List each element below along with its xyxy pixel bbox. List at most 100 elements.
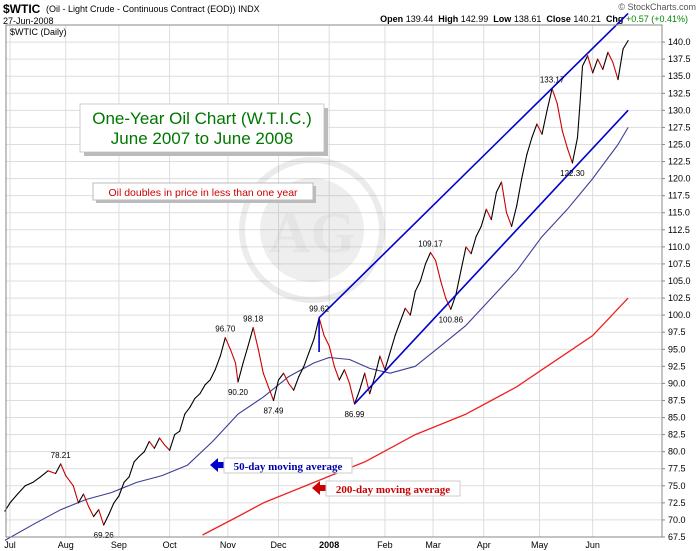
price-segment (490, 191, 497, 221)
price-segment (475, 225, 482, 238)
price-segment (551, 88, 558, 105)
price-segment (597, 58, 604, 70)
price-segment (328, 345, 335, 367)
price-segment (485, 208, 492, 221)
price-segment (189, 397, 196, 408)
y-tick-label: 100.0 (668, 310, 691, 320)
peak-label: 122.30 (560, 169, 585, 178)
price-segment (143, 440, 150, 453)
price-segment (87, 505, 95, 518)
price-segment (414, 280, 421, 292)
price-segment (308, 338, 315, 354)
peak-label: 87.49 (263, 407, 284, 416)
ma200-label: 200-day moving average (312, 480, 461, 497)
price-segment (323, 335, 330, 347)
y-tick-label: 110.0 (668, 242, 690, 252)
price-segment (209, 369, 216, 381)
price-segment (32, 476, 41, 483)
price-segment (184, 406, 191, 415)
grid (6, 25, 662, 537)
price-segment (622, 40, 629, 50)
y-tick-label: 112.5 (668, 225, 690, 235)
price-segment (429, 251, 437, 262)
price-segment (17, 485, 26, 495)
y-tick-label: 125.0 (668, 139, 691, 149)
price-segment (348, 382, 356, 405)
y-tick-label: 97.5 (668, 327, 686, 337)
title-box: One-Year Oil Chart (W.T.I.C.) June 2007 … (79, 103, 328, 156)
price-segment (561, 130, 568, 149)
price-segment (333, 365, 340, 381)
y-tick-label: 132.5 (668, 88, 691, 98)
price-segment (516, 178, 523, 207)
price-segment (272, 379, 280, 402)
price-segment (576, 102, 581, 139)
price-segment (267, 386, 275, 402)
price-segment (247, 327, 254, 347)
y-tick-label: 85.0 (668, 413, 686, 423)
price-segment (541, 109, 548, 135)
price-segment (394, 321, 401, 337)
price-segment (465, 246, 472, 255)
price-segment (579, 65, 584, 105)
high-value: 142.99 (460, 14, 489, 24)
peak-labels: 78.21 69.26 96.70 90.20 98.18 87.49 99.62 86.99… (51, 76, 586, 540)
price-segment (556, 102, 563, 132)
peak-label: 133.17 (540, 76, 565, 85)
y-tick-label: 70.0 (668, 515, 686, 525)
price-segment (602, 51, 609, 70)
price-segment (612, 61, 619, 81)
price-segment (257, 348, 264, 374)
price-segment (500, 181, 508, 214)
x-tick-label: Sep (111, 540, 127, 550)
peak-label: 69.26 (94, 531, 115, 540)
peak-label: 78.21 (51, 451, 72, 460)
price-segment (389, 335, 396, 354)
price-series (4, 40, 629, 526)
price-segment (262, 372, 269, 388)
y-tick-label: 87.5 (668, 395, 686, 405)
y-tick-label: 92.5 (668, 361, 686, 371)
price-segment (288, 382, 295, 391)
price-segment (179, 413, 186, 432)
price-segment (298, 365, 305, 378)
x-tick-label: 2008 (319, 540, 339, 550)
price-segment (424, 251, 432, 265)
price-segment (374, 355, 381, 378)
price-segment (39, 470, 49, 478)
y-tick-label: 115.0 (668, 208, 690, 218)
brand: © StockCharts.com (618, 2, 696, 12)
y-tick-label: 105.0 (668, 276, 691, 286)
channel-line (353, 109, 629, 405)
peak-label: 96.70 (215, 325, 236, 334)
ma200-series (202, 297, 629, 536)
price-segment (174, 430, 181, 436)
y-tick-label: 130.0 (668, 105, 691, 115)
price-segment (419, 263, 427, 282)
y-tick-label: 120.0 (668, 174, 691, 184)
price-segment (214, 355, 221, 371)
close-label: Close (546, 14, 571, 24)
y-tick-label: 102.5 (668, 293, 691, 303)
price-segment (409, 290, 416, 316)
price-segment (199, 384, 206, 395)
price-segment (587, 55, 594, 74)
watermark: AG (239, 157, 385, 303)
price-segment (60, 463, 67, 477)
price-segment (536, 123, 543, 135)
price-segment (526, 137, 533, 156)
price-segment (9, 493, 19, 504)
price-segment (571, 137, 579, 164)
channel-trendlines (318, 12, 629, 405)
price-segment (338, 369, 345, 381)
price-segment (617, 48, 624, 81)
price-segment (607, 51, 614, 64)
y-tick-label: 72.5 (668, 498, 686, 508)
plot-frame (5, 24, 663, 538)
arrow-left-icon (210, 458, 224, 472)
price-segment (169, 434, 176, 451)
y-tick-label: 117.5 (668, 191, 690, 201)
price-segment (118, 481, 125, 497)
chg-label: Chg (605, 14, 624, 24)
peak-label: 99.62 (309, 305, 330, 314)
